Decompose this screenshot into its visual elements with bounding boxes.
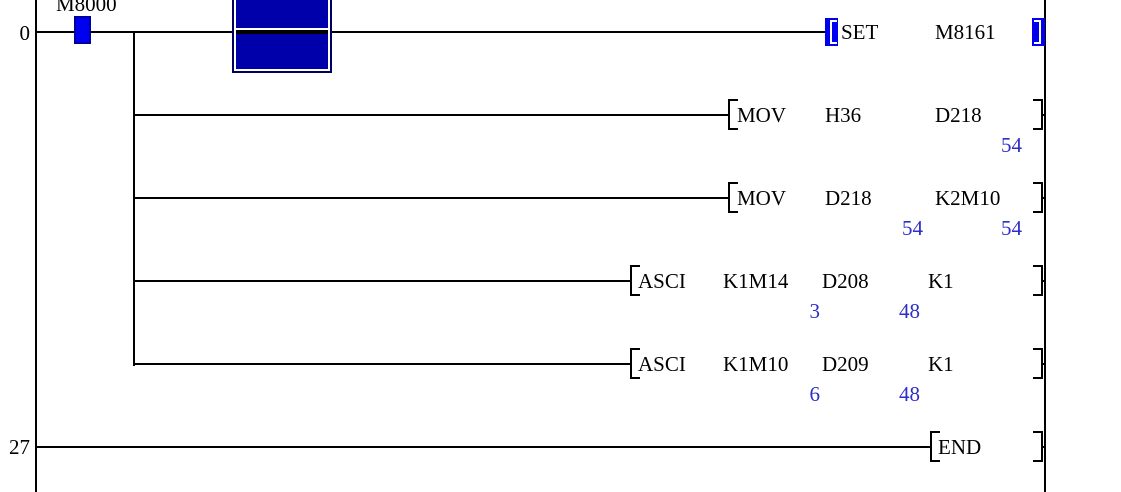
asci1-count-operand[interactable]: K1 <box>928 269 954 293</box>
monitor-value-d218: 54 <box>1001 133 1022 157</box>
asci2-dest-operand[interactable]: D209 <box>822 352 869 376</box>
asci1-instruction-opcode[interactable]: ASCI <box>638 269 686 293</box>
mov1-dest-operand[interactable]: D218 <box>935 103 982 127</box>
rail-tick <box>1041 280 1046 282</box>
asci1-dest-operand[interactable]: D208 <box>822 269 869 293</box>
set-close-bracket-energized <box>1032 18 1045 46</box>
branch-line-mov1 <box>133 114 728 116</box>
set-instruction-opcode[interactable]: SET <box>841 20 879 44</box>
rail-tick <box>1041 363 1046 365</box>
left-power-rail <box>35 0 37 492</box>
open-bracket-icon <box>630 265 640 296</box>
step-number-rung0: 0 <box>19 21 31 45</box>
monitor-value-k1m10: 6 <box>809 382 821 406</box>
asci2-count-operand[interactable]: K1 <box>928 352 954 376</box>
set-operand-device[interactable]: M8161 <box>935 20 996 44</box>
monitor-value-d208: 48 <box>899 299 920 323</box>
open-bracket-icon <box>830 20 837 44</box>
selection-cursor-inner-border <box>234 0 330 71</box>
contact-label-m8000: M8000 <box>56 0 117 16</box>
open-bracket-icon <box>728 99 738 130</box>
rail-tick <box>1041 197 1046 199</box>
monitor-value-k1m14: 3 <box>809 299 821 323</box>
open-bracket-icon <box>930 431 940 462</box>
branch-line-asci1 <box>133 280 630 282</box>
cursor-cell-divider-black <box>236 30 328 34</box>
monitor-value-d218-src: 54 <box>902 216 923 240</box>
mov2-instruction-opcode[interactable]: MOV <box>737 186 787 210</box>
set-open-bracket-energized <box>825 18 838 46</box>
cursor-cell-divider-white <box>236 28 328 30</box>
asci2-source-operand[interactable]: K1M10 <box>723 352 789 376</box>
rung0-line <box>37 31 827 33</box>
monitor-value-d209: 48 <box>899 382 920 406</box>
rail-tick <box>1041 446 1046 448</box>
open-bracket-icon <box>630 348 640 379</box>
step-number-rung27: 27 <box>9 435 30 459</box>
asci2-instruction-opcode[interactable]: ASCI <box>638 352 686 376</box>
close-bracket-icon <box>1034 20 1041 44</box>
contact-m8000-energized[interactable] <box>74 16 91 44</box>
rung27-line <box>37 446 930 448</box>
asci1-source-operand[interactable]: K1M14 <box>723 269 789 293</box>
selection-cursor-block[interactable] <box>232 0 332 73</box>
mov2-dest-operand[interactable]: K2M10 <box>935 186 1001 210</box>
mov2-source-operand[interactable]: D218 <box>825 186 872 210</box>
right-power-rail <box>1044 0 1046 492</box>
mov1-instruction-opcode[interactable]: MOV <box>737 103 787 127</box>
open-bracket-icon <box>728 182 738 213</box>
rail-tick <box>1041 114 1046 116</box>
branch-line-mov2 <box>133 197 728 199</box>
branch-line-asci2 <box>133 363 630 365</box>
monitor-value-k2m10: 54 <box>1001 216 1022 240</box>
mov1-source-operand[interactable]: H36 <box>825 103 862 127</box>
end-instruction-opcode[interactable]: END <box>938 435 982 459</box>
